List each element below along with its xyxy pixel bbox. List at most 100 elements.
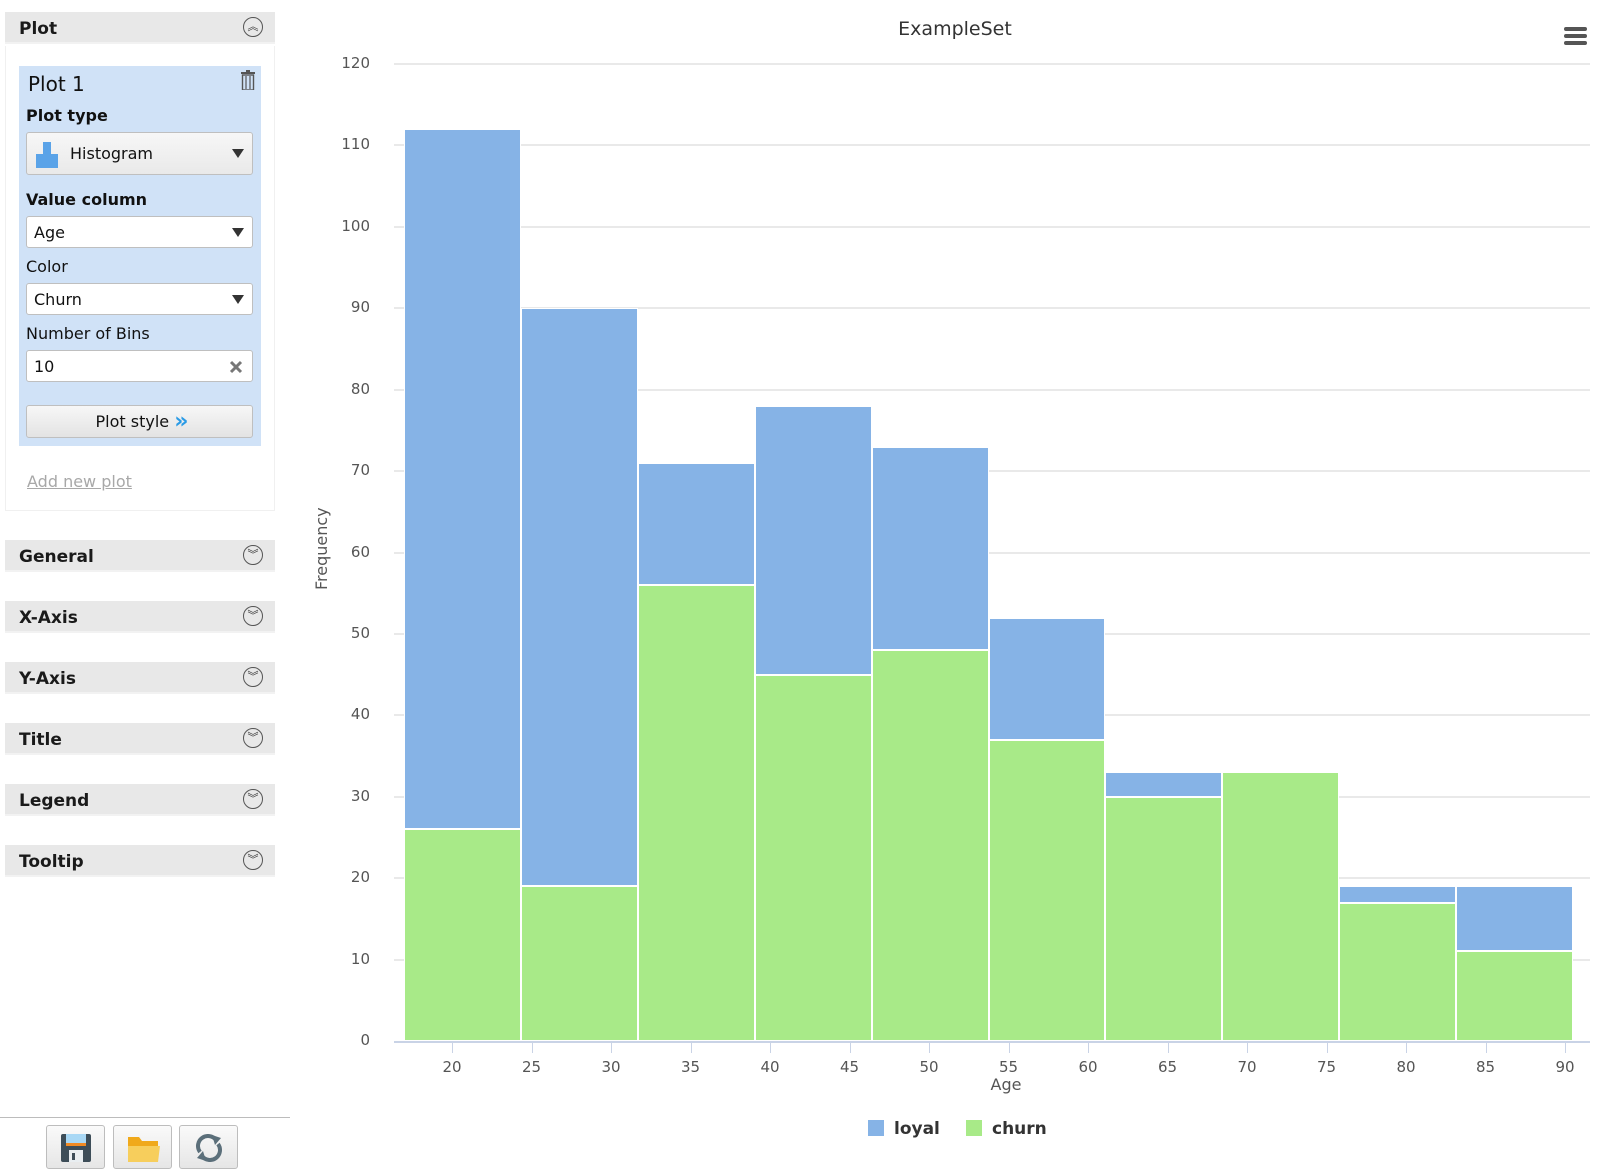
y-tick-label: 50 <box>350 623 370 642</box>
section-general-header[interactable]: General ︾ <box>5 540 275 572</box>
gridline <box>394 307 1590 310</box>
open-button[interactable] <box>113 1125 172 1169</box>
gridline <box>394 225 1590 228</box>
bar-churn[interactable] <box>638 585 755 1041</box>
bar-loyal[interactable] <box>638 462 755 586</box>
chart-title: ExampleSet <box>898 18 1012 40</box>
x-tick-mark <box>1008 1042 1010 1053</box>
section-legend-header[interactable]: Legend ︾ <box>5 784 275 816</box>
section-plot-label: Plot <box>19 19 58 39</box>
bar-loyal[interactable] <box>754 405 872 675</box>
section-x-axis-header[interactable]: X-Axis ︾ <box>5 601 275 633</box>
x-tick-mark <box>770 1042 771 1053</box>
bins-label: Number of Bins <box>26 324 150 343</box>
plot-1-panel: Plot 1 Plot type Histogram Value column … <box>19 66 261 446</box>
color-label: Color <box>26 257 68 276</box>
bar-churn[interactable] <box>404 829 522 1041</box>
x-tick-label: 30 <box>601 1058 621 1076</box>
add-new-plot-link[interactable]: Add new plot <box>27 472 132 491</box>
value-column-label: Value column <box>26 190 148 209</box>
trash-icon[interactable] <box>241 70 255 90</box>
clear-icon[interactable] <box>229 360 243 374</box>
color-value: Churn <box>34 290 82 309</box>
double-chevron-right-icon: » <box>174 409 188 434</box>
bar-loyal[interactable] <box>1456 886 1573 952</box>
plot-type-select[interactable]: Histogram <box>26 132 253 175</box>
plot-config-sidebar: Plot ︽ Plot 1 Plot type Histogram Value … <box>0 0 290 1170</box>
x-tick-label: 50 <box>919 1058 939 1076</box>
x-tick-mark <box>1247 1042 1248 1053</box>
section-plot-header[interactable]: Plot ︽ <box>5 12 275 44</box>
save-icon <box>61 1134 91 1162</box>
section-y-axis-header[interactable]: Y-Axis ︾ <box>5 662 275 694</box>
x-tick-mark <box>1485 1042 1487 1053</box>
y-tick-label: 120 <box>341 54 370 72</box>
bar-churn[interactable] <box>1339 902 1457 1041</box>
bins-input[interactable]: 10 <box>26 350 253 382</box>
open-folder-icon <box>128 1137 160 1162</box>
expand-chevron-icon[interactable]: ︾ <box>243 667 263 687</box>
x-tick-mark <box>1565 1042 1566 1053</box>
x-tick-mark <box>1088 1042 1089 1053</box>
histogram-chart: ExampleSet 0 10 20 30 40 50 60 70 80 90 100 110 120 2… <box>290 0 1600 1170</box>
x-tick-label: 75 <box>1316 1058 1337 1076</box>
x-tick-label: 45 <box>839 1058 860 1076</box>
plot-title: Plot 1 <box>28 72 85 96</box>
x-tick-mark <box>1326 1042 1328 1053</box>
bar-loyal[interactable] <box>988 617 1106 740</box>
expand-chevron-icon[interactable]: ︾ <box>243 606 263 626</box>
section-tooltip-header[interactable]: Tooltip ︾ <box>5 845 275 877</box>
y-tick-label: 90 <box>350 298 370 317</box>
expand-chevron-icon[interactable]: ︾ <box>243 850 263 870</box>
y-tick-label: 20 <box>350 868 370 887</box>
bar-loyal[interactable] <box>871 446 989 651</box>
refresh-button[interactable] <box>179 1125 238 1169</box>
y-tick-label: 60 <box>350 542 370 561</box>
x-tick-mark <box>929 1042 930 1053</box>
bar-churn[interactable] <box>754 674 872 1041</box>
x-tick-label: 80 <box>1396 1058 1416 1076</box>
histogram-icon <box>36 142 58 168</box>
bar-churn[interactable] <box>988 739 1106 1041</box>
bar-churn[interactable] <box>871 650 989 1041</box>
x-tick-mark <box>690 1042 692 1053</box>
bins-value: 10 <box>34 357 55 376</box>
bar-loyal[interactable] <box>404 129 522 830</box>
value-column-value: Age <box>34 223 65 242</box>
x-tick-label: 90 <box>1555 1058 1575 1076</box>
bar-loyal[interactable] <box>1105 772 1223 797</box>
section-label: General <box>19 547 94 567</box>
color-select[interactable]: Churn <box>26 283 253 315</box>
bar-churn[interactable] <box>1105 796 1223 1041</box>
collapse-chevron-icon[interactable]: ︽ <box>243 17 263 37</box>
plot-style-button[interactable]: Plot style » <box>26 405 253 438</box>
dropdown-arrow-icon <box>232 228 244 237</box>
x-tick-label: 70 <box>1237 1058 1257 1076</box>
expand-chevron-icon[interactable]: ︾ <box>243 728 263 748</box>
bar-loyal[interactable] <box>521 308 639 887</box>
x-tick-label: 25 <box>521 1058 542 1076</box>
bar-loyal[interactable] <box>1339 886 1457 903</box>
legend-item-churn[interactable]: churn <box>966 1119 1047 1139</box>
bar-churn[interactable] <box>1222 772 1340 1041</box>
x-tick-mark <box>849 1042 851 1053</box>
y-tick-label: 80 <box>350 379 370 398</box>
y-tick-label: 0 <box>360 1031 370 1049</box>
plot-type-value: Histogram <box>70 144 153 163</box>
bar-churn[interactable] <box>1456 951 1573 1041</box>
bar-churn[interactable] <box>521 886 639 1041</box>
hamburger-menu-icon[interactable] <box>1564 27 1587 46</box>
legend-label: loyal <box>894 1119 940 1139</box>
section-title-header[interactable]: Title ︾ <box>5 723 275 755</box>
refresh-icon <box>196 1134 222 1162</box>
x-tick-mark <box>1167 1042 1169 1053</box>
legend-item-loyal[interactable]: loyal <box>868 1119 940 1139</box>
x-tick-label: 40 <box>760 1058 780 1076</box>
expand-chevron-icon[interactable]: ︾ <box>243 789 263 809</box>
save-button[interactable] <box>46 1125 105 1169</box>
x-tick-label: 60 <box>1078 1058 1098 1076</box>
y-tick-label: 30 <box>350 786 370 805</box>
expand-chevron-icon[interactable]: ︾ <box>243 545 263 565</box>
x-tick-mark <box>531 1042 533 1053</box>
value-column-select[interactable]: Age <box>26 216 253 248</box>
